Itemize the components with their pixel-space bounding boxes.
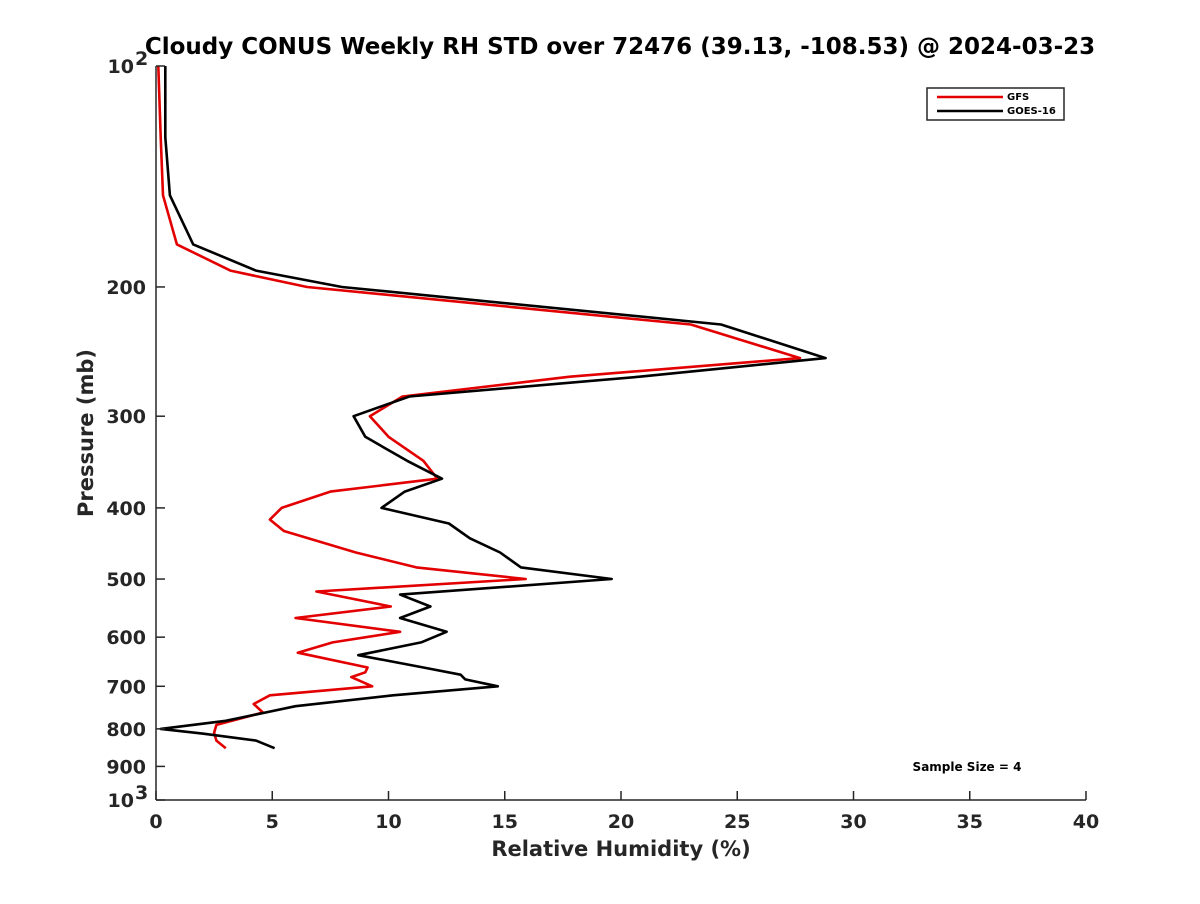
legend-label-goes16: GOES-16 xyxy=(1007,106,1056,117)
x-tick-label: 20 xyxy=(608,811,634,833)
x-axis-label: Relative Humidity (%) xyxy=(491,837,750,861)
legend: GFS GOES-16 xyxy=(926,87,1065,121)
x-tick-label: 25 xyxy=(724,811,750,833)
series-line-gfs xyxy=(157,65,802,750)
y-tick-label: 800 xyxy=(106,719,146,741)
y-tick-label: 900 xyxy=(106,756,146,778)
y-tick-exponent: 3 xyxy=(135,782,148,804)
legend-box xyxy=(926,87,1065,121)
x-tick-label: 30 xyxy=(840,811,866,833)
plot-series xyxy=(157,65,827,750)
y-tick-exponent: 2 xyxy=(135,48,148,70)
series-line-goes16 xyxy=(159,66,827,750)
x-tick-label: 40 xyxy=(1073,811,1099,833)
y-tick-label: 10 xyxy=(108,790,134,812)
x-ticks: 0 5 10 15 20 25 30 35 40 xyxy=(149,791,1099,833)
y-tick-label: 300 xyxy=(106,406,146,428)
x-tick-label: 5 xyxy=(266,811,279,833)
x-tick-label: 10 xyxy=(375,811,401,833)
y-tick-label: 200 xyxy=(106,277,146,299)
y-tick-label: 500 xyxy=(106,569,146,591)
sample-size-annotation: Sample Size = 4 xyxy=(913,760,1022,774)
y-tick-label: 700 xyxy=(106,676,146,698)
x-tick-label: 35 xyxy=(957,811,983,833)
chart-title: Cloudy CONUS Weekly RH STD over 72476 (3… xyxy=(145,34,1095,60)
y-tick-label: 600 xyxy=(106,627,146,649)
x-tick-label: 0 xyxy=(149,811,162,833)
legend-label-gfs: GFS xyxy=(1007,92,1029,103)
y-axis-label: Pressure (mb) xyxy=(74,349,98,517)
y-tick-label: 10 xyxy=(108,56,134,78)
x-tick-label: 15 xyxy=(492,811,518,833)
y-tick-label: 400 xyxy=(106,498,146,520)
